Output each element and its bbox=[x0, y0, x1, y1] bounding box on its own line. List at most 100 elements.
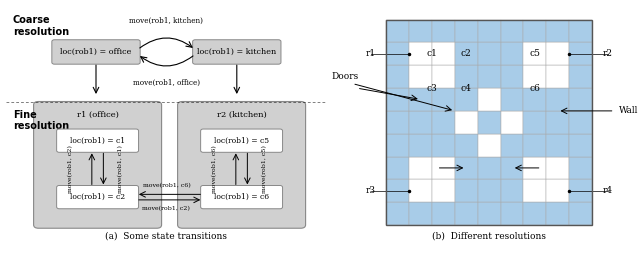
Bar bbox=[569, 20, 592, 42]
Bar bbox=[387, 111, 410, 134]
Text: move(rob1, c6): move(rob1, c6) bbox=[212, 145, 218, 193]
Bar bbox=[477, 20, 500, 42]
Text: c5: c5 bbox=[529, 49, 540, 58]
Bar bbox=[524, 156, 546, 179]
Bar bbox=[387, 179, 410, 202]
Bar bbox=[387, 20, 410, 42]
Text: loc(rob1) = c5: loc(rob1) = c5 bbox=[214, 137, 269, 145]
Bar bbox=[432, 202, 455, 225]
Text: Wall: Wall bbox=[619, 106, 639, 115]
Bar bbox=[546, 134, 569, 156]
FancyBboxPatch shape bbox=[178, 101, 306, 228]
Bar bbox=[546, 88, 569, 111]
Bar bbox=[500, 88, 524, 111]
Text: c6: c6 bbox=[529, 83, 540, 93]
FancyBboxPatch shape bbox=[34, 101, 162, 228]
Bar bbox=[569, 42, 592, 65]
Text: c1: c1 bbox=[427, 49, 438, 58]
Bar bbox=[387, 65, 410, 88]
Text: Fine
resolution: Fine resolution bbox=[13, 110, 69, 131]
Bar bbox=[500, 202, 524, 225]
Bar bbox=[477, 42, 500, 65]
FancyBboxPatch shape bbox=[201, 186, 283, 209]
Text: c2: c2 bbox=[461, 49, 472, 58]
Bar bbox=[569, 88, 592, 111]
Bar bbox=[410, 65, 432, 88]
FancyBboxPatch shape bbox=[57, 186, 139, 209]
Bar bbox=[455, 111, 477, 134]
Text: Doors: Doors bbox=[332, 72, 359, 81]
Bar bbox=[569, 65, 592, 88]
Bar bbox=[410, 179, 432, 202]
Bar bbox=[455, 202, 477, 225]
Bar bbox=[387, 134, 410, 156]
Text: (b)  Different resolutions: (b) Different resolutions bbox=[432, 232, 546, 241]
Bar bbox=[500, 20, 524, 42]
Text: r3: r3 bbox=[365, 186, 376, 195]
Text: r1: r1 bbox=[365, 49, 376, 58]
Text: c4: c4 bbox=[461, 83, 472, 93]
Bar bbox=[477, 65, 500, 88]
Text: loc(rob1) = c2: loc(rob1) = c2 bbox=[70, 193, 125, 201]
Bar bbox=[524, 134, 546, 156]
Bar bbox=[524, 202, 546, 225]
Bar bbox=[432, 65, 455, 88]
Text: loc(rob1) = kitchen: loc(rob1) = kitchen bbox=[197, 48, 276, 56]
Bar bbox=[410, 88, 432, 111]
Bar bbox=[524, 42, 546, 65]
Bar bbox=[500, 134, 524, 156]
Bar bbox=[524, 20, 546, 42]
Bar bbox=[410, 134, 432, 156]
FancyBboxPatch shape bbox=[193, 40, 281, 64]
Bar bbox=[524, 65, 546, 88]
FancyBboxPatch shape bbox=[52, 40, 140, 64]
Bar bbox=[546, 202, 569, 225]
FancyBboxPatch shape bbox=[201, 129, 283, 152]
Bar bbox=[455, 42, 477, 65]
Text: move(rob1, c2): move(rob1, c2) bbox=[143, 206, 190, 211]
Bar bbox=[546, 111, 569, 134]
Bar bbox=[387, 88, 410, 111]
Bar bbox=[410, 42, 432, 65]
Text: move(rob1, kitchen): move(rob1, kitchen) bbox=[129, 17, 204, 25]
Bar bbox=[455, 88, 477, 111]
Bar bbox=[455, 20, 477, 42]
Bar bbox=[432, 20, 455, 42]
Text: move(rob1, c5): move(rob1, c5) bbox=[262, 145, 268, 193]
Bar bbox=[500, 156, 524, 179]
Text: loc(rob1) = c6: loc(rob1) = c6 bbox=[214, 193, 269, 201]
Bar bbox=[524, 88, 546, 111]
Bar bbox=[500, 42, 524, 65]
Bar bbox=[455, 179, 477, 202]
Bar bbox=[410, 202, 432, 225]
Bar bbox=[569, 202, 592, 225]
Bar bbox=[569, 111, 592, 134]
Bar bbox=[546, 156, 569, 179]
Bar bbox=[387, 202, 410, 225]
Bar bbox=[569, 134, 592, 156]
Bar bbox=[410, 20, 432, 42]
Bar bbox=[455, 156, 477, 179]
Text: loc(rob1) = c1: loc(rob1) = c1 bbox=[70, 137, 125, 145]
FancyBboxPatch shape bbox=[57, 129, 139, 152]
Bar bbox=[387, 42, 410, 65]
Bar bbox=[432, 111, 455, 134]
Text: move(rob1, c6): move(rob1, c6) bbox=[143, 183, 190, 188]
Bar bbox=[387, 156, 410, 179]
Bar bbox=[477, 88, 500, 111]
Text: r2: r2 bbox=[603, 49, 612, 58]
Bar bbox=[546, 179, 569, 202]
Bar bbox=[387, 20, 592, 225]
Text: Coarse
resolution: Coarse resolution bbox=[13, 15, 69, 37]
Bar bbox=[477, 134, 500, 156]
Bar bbox=[477, 202, 500, 225]
Text: loc(rob1) = office: loc(rob1) = office bbox=[60, 48, 132, 56]
Text: (a)  Some state transitions: (a) Some state transitions bbox=[106, 232, 227, 241]
Text: move(rob1, c1): move(rob1, c1) bbox=[118, 145, 124, 193]
Text: c3: c3 bbox=[427, 83, 438, 93]
Bar bbox=[410, 156, 432, 179]
Bar bbox=[500, 111, 524, 134]
Bar bbox=[455, 134, 477, 156]
Bar bbox=[432, 156, 455, 179]
Text: move(rob1, office): move(rob1, office) bbox=[133, 79, 200, 87]
